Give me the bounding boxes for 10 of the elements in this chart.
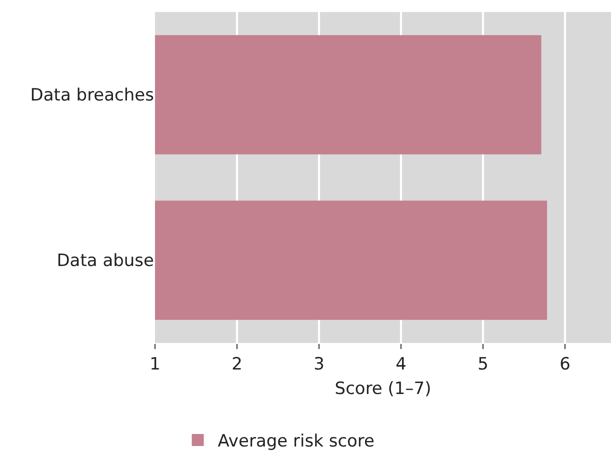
x-axis-title: Score (1–7) [334, 378, 432, 399]
legend-label: Average risk score [218, 432, 375, 452]
x-tick-label: 4 [396, 354, 406, 374]
y-tick-label: Data breaches [30, 86, 154, 106]
x-tick-label: 5 [478, 354, 488, 374]
x-tick-label: 2 [232, 354, 242, 374]
x-tick-label: 3 [314, 354, 324, 374]
x-tick-label: 1 [150, 354, 160, 374]
x-tick-label: 6 [560, 354, 570, 374]
y-tick-label: Data abuse [56, 251, 154, 272]
